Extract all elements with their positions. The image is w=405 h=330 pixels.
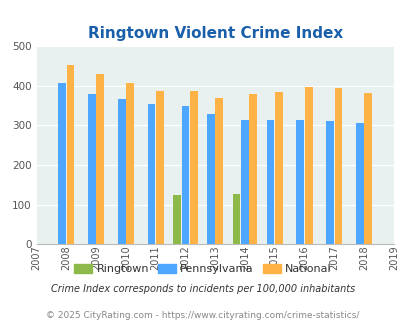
Bar xyxy=(156,90,163,244)
Bar xyxy=(173,195,181,244)
Bar xyxy=(190,90,197,244)
Legend: Ringtown, Pennsylvania, National: Ringtown, Pennsylvania, National xyxy=(70,260,335,279)
Bar xyxy=(117,99,125,244)
Bar xyxy=(207,114,214,244)
Bar xyxy=(326,121,333,244)
Bar xyxy=(88,94,96,244)
Bar xyxy=(66,65,74,244)
Bar xyxy=(266,120,274,244)
Text: Crime Index corresponds to incidents per 100,000 inhabitants: Crime Index corresponds to incidents per… xyxy=(51,284,354,294)
Bar xyxy=(181,106,189,244)
Title: Ringtown Violent Crime Index: Ringtown Violent Crime Index xyxy=(87,26,342,41)
Bar xyxy=(58,82,66,244)
Bar xyxy=(249,94,256,244)
Bar xyxy=(355,123,363,244)
Bar xyxy=(334,88,341,244)
Text: © 2025 CityRating.com - https://www.cityrating.com/crime-statistics/: © 2025 CityRating.com - https://www.city… xyxy=(46,312,359,320)
Bar xyxy=(96,74,104,244)
Bar xyxy=(304,87,312,244)
Bar xyxy=(241,120,248,244)
Bar xyxy=(363,93,371,244)
Bar xyxy=(232,193,240,244)
Bar xyxy=(274,92,282,244)
Bar xyxy=(126,83,134,244)
Bar xyxy=(296,120,303,244)
Bar xyxy=(147,104,155,244)
Bar xyxy=(215,98,223,244)
